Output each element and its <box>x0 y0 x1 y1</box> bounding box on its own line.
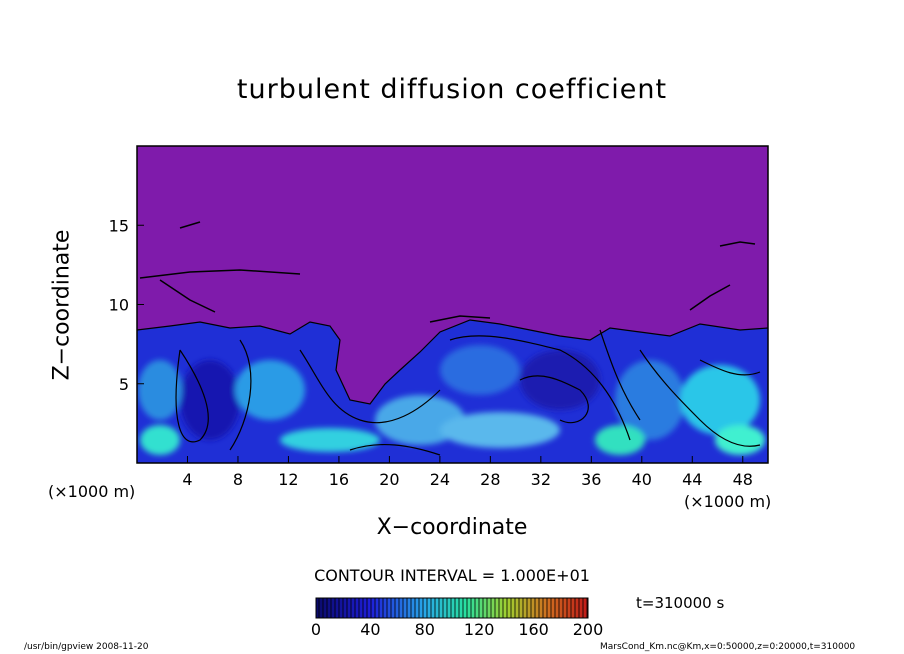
y-tick-label: 10 <box>109 296 129 315</box>
x-tick-label: 44 <box>682 470 702 489</box>
colorbar-stripes <box>318 598 588 618</box>
x-unit-right: (×1000 m) <box>684 492 772 511</box>
colorbar-tick-label: 160 <box>518 620 549 639</box>
x-tick-label: 48 <box>733 470 753 489</box>
x-tick-label: 32 <box>531 470 551 489</box>
footer-right: MarsCond_Km.nc@Km,x=0:50000,z=0:20000,t=… <box>600 642 856 652</box>
colorbar-tick-label: 40 <box>360 620 380 639</box>
colorbar-tick-label: 80 <box>415 620 435 639</box>
x-tick-label: 36 <box>581 470 601 489</box>
y-tick-label: 5 <box>119 375 129 394</box>
chart-title: turbulent diffusion coefficient <box>236 74 668 105</box>
y-ticks: 5 10 15 <box>109 216 144 394</box>
x-ticks: 4 8 12 16 20 24 28 32 36 40 44 48 <box>182 456 753 489</box>
x-axis-label: X−coordinate <box>376 515 528 540</box>
colorbar-tick-label: 120 <box>464 620 495 639</box>
upper-contours <box>139 221 756 323</box>
x-tick-label: 40 <box>632 470 652 489</box>
contour-interval: CONTOUR INTERVAL = 1.000E+01 <box>314 566 590 585</box>
x-unit-left: (×1000 m) <box>48 482 136 501</box>
x-tick-label: 28 <box>480 470 500 489</box>
contour-lines <box>137 319 768 456</box>
colorbar-ticks: 0 40 80 120 160 200 <box>311 620 603 639</box>
x-tick-label: 16 <box>329 470 349 489</box>
x-tick-label: 12 <box>278 470 298 489</box>
field-layer <box>137 146 768 463</box>
turbulence-detail <box>138 345 765 455</box>
colorbar <box>316 598 588 618</box>
x-tick-label: 24 <box>430 470 450 489</box>
time-label: t=310000 s <box>636 594 725 612</box>
colorbar-tick-label: 200 <box>573 620 604 639</box>
y-axis-label: Z−coordinate <box>49 229 75 381</box>
x-tick-label: 20 <box>379 470 399 489</box>
colorbar-tick-label: 0 <box>311 620 321 639</box>
footer-left: /usr/bin/gpview 2008-11-20 <box>24 642 149 652</box>
x-tick-label: 4 <box>182 470 192 489</box>
x-tick-label: 8 <box>233 470 243 489</box>
y-tick-label: 15 <box>109 216 129 235</box>
colorbar-frame <box>315 597 589 619</box>
